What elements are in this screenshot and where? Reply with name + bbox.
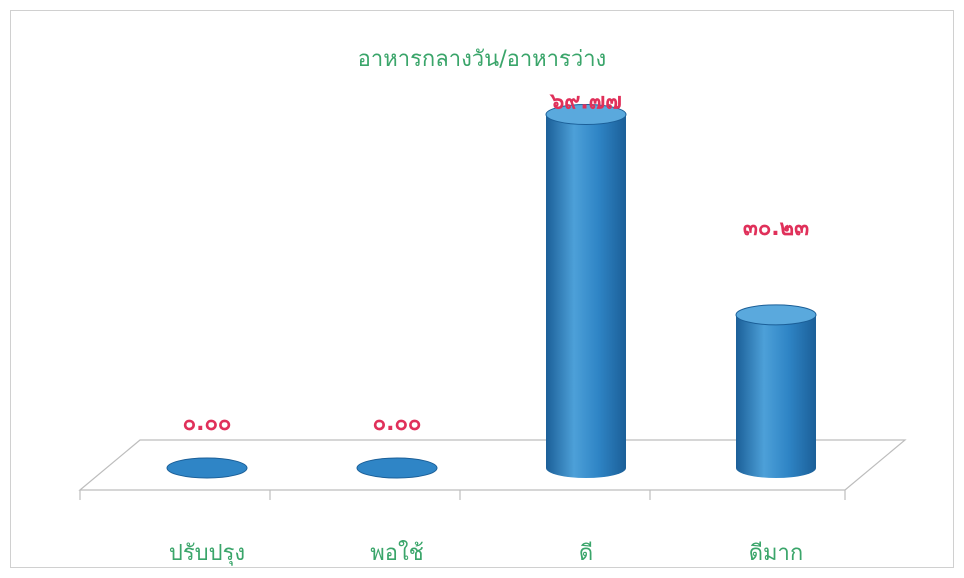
bar-top-cap	[545, 103, 627, 125]
chart-title: อาหารกลางวัน/อาหารว่าง	[358, 47, 607, 72]
category-label: พอใช้	[370, 540, 423, 566]
bar	[545, 103, 627, 479]
bar-body	[546, 114, 626, 479]
chart-frame	[10, 10, 954, 568]
bars	[166, 103, 817, 479]
bar-body	[736, 314, 816, 478]
category-label: ดีมาก	[749, 541, 803, 566]
bar-base-disc	[356, 457, 438, 479]
bar	[356, 457, 438, 479]
category-label: ปรับปรุง	[169, 541, 245, 566]
chart-floor	[78, 439, 907, 500]
bar-top-cap	[735, 304, 817, 326]
category-label: ดี	[579, 541, 593, 566]
category-labels: ปรับปรุง พอใช้ ดี ดีมาก	[169, 540, 803, 566]
data-label: ๐.๐๐	[183, 411, 232, 436]
data-label: ๐.๐๐	[373, 411, 422, 436]
data-label: ๓๐.๒๓	[743, 216, 809, 241]
bar	[166, 457, 248, 479]
bar	[735, 304, 817, 478]
data-label: ๖๙.๗๗	[549, 89, 622, 114]
floor-plane	[78, 439, 907, 491]
bar-base-disc	[166, 457, 248, 479]
